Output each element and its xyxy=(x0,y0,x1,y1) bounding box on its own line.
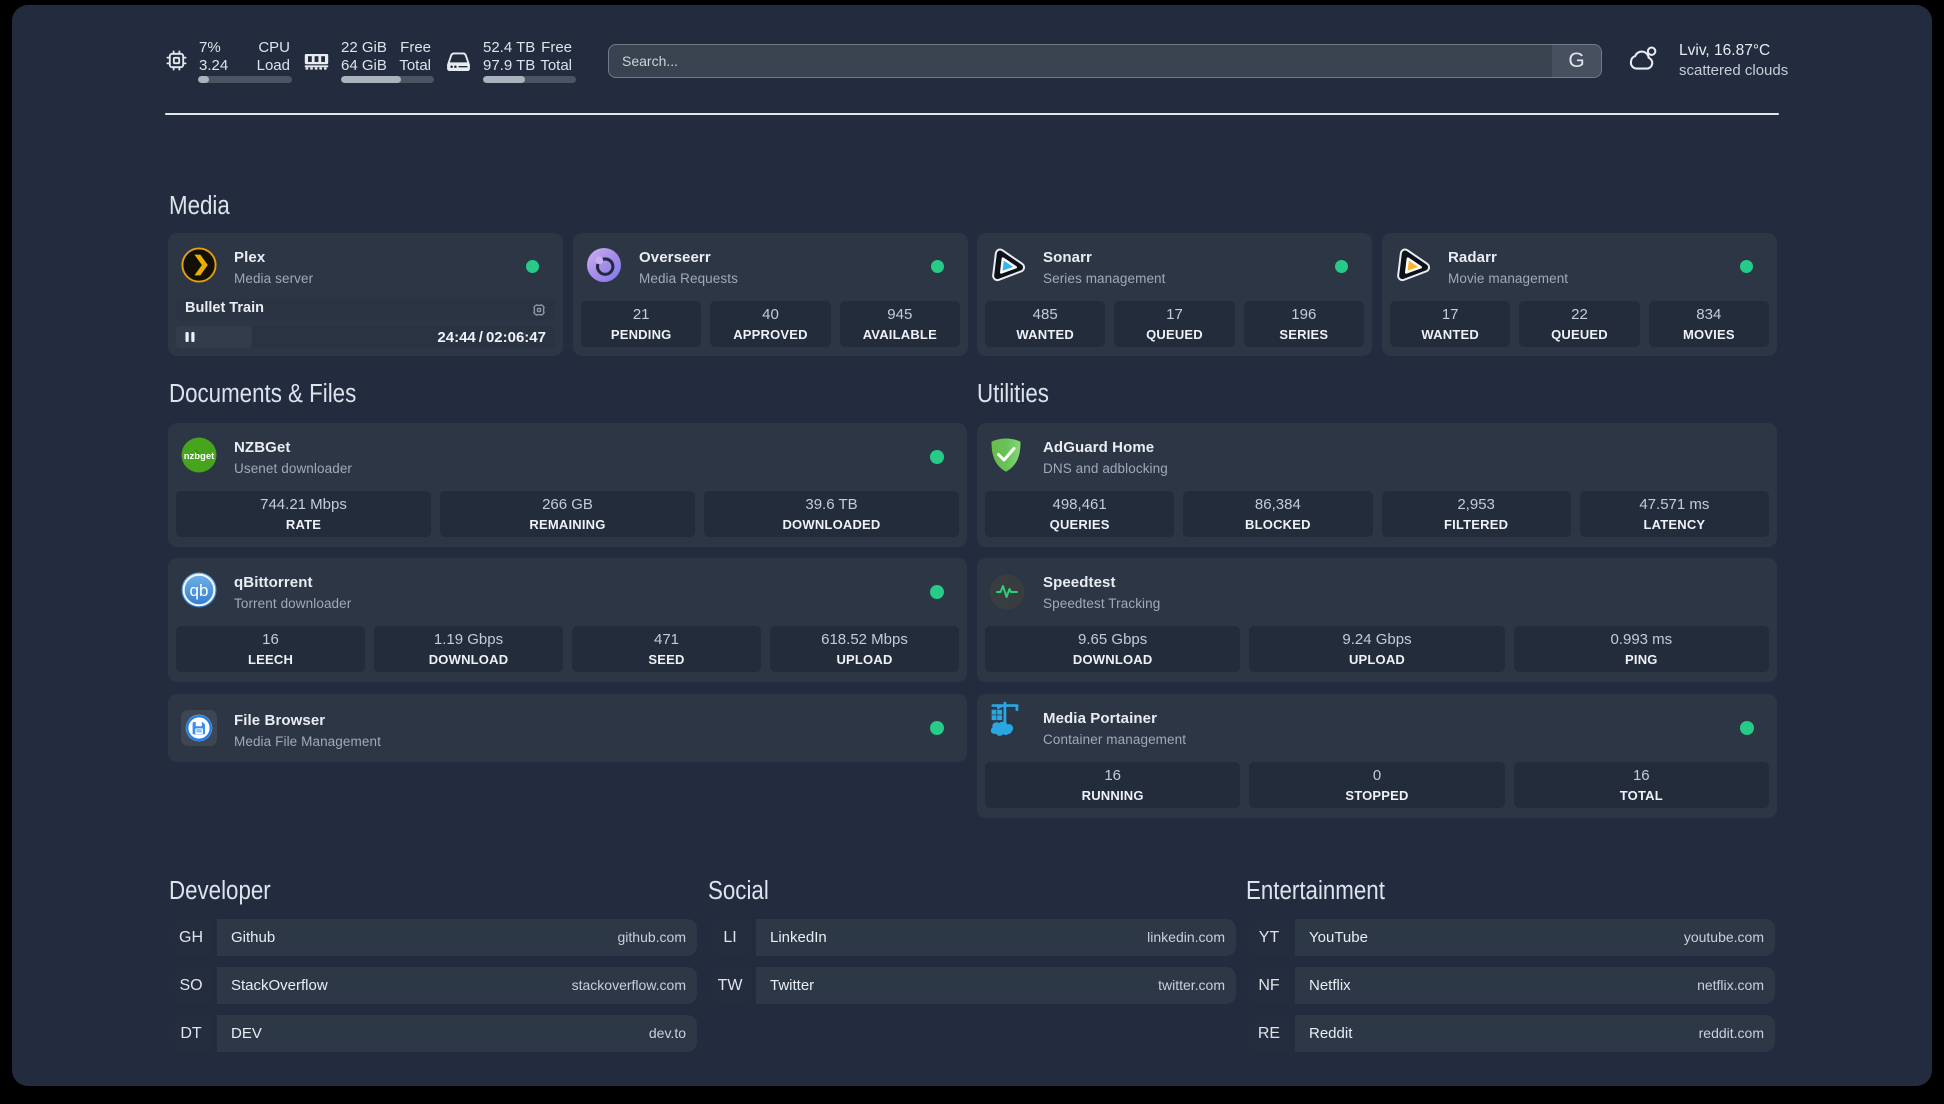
svg-text:qb: qb xyxy=(190,581,209,600)
svg-text:nzbget: nzbget xyxy=(184,451,215,462)
